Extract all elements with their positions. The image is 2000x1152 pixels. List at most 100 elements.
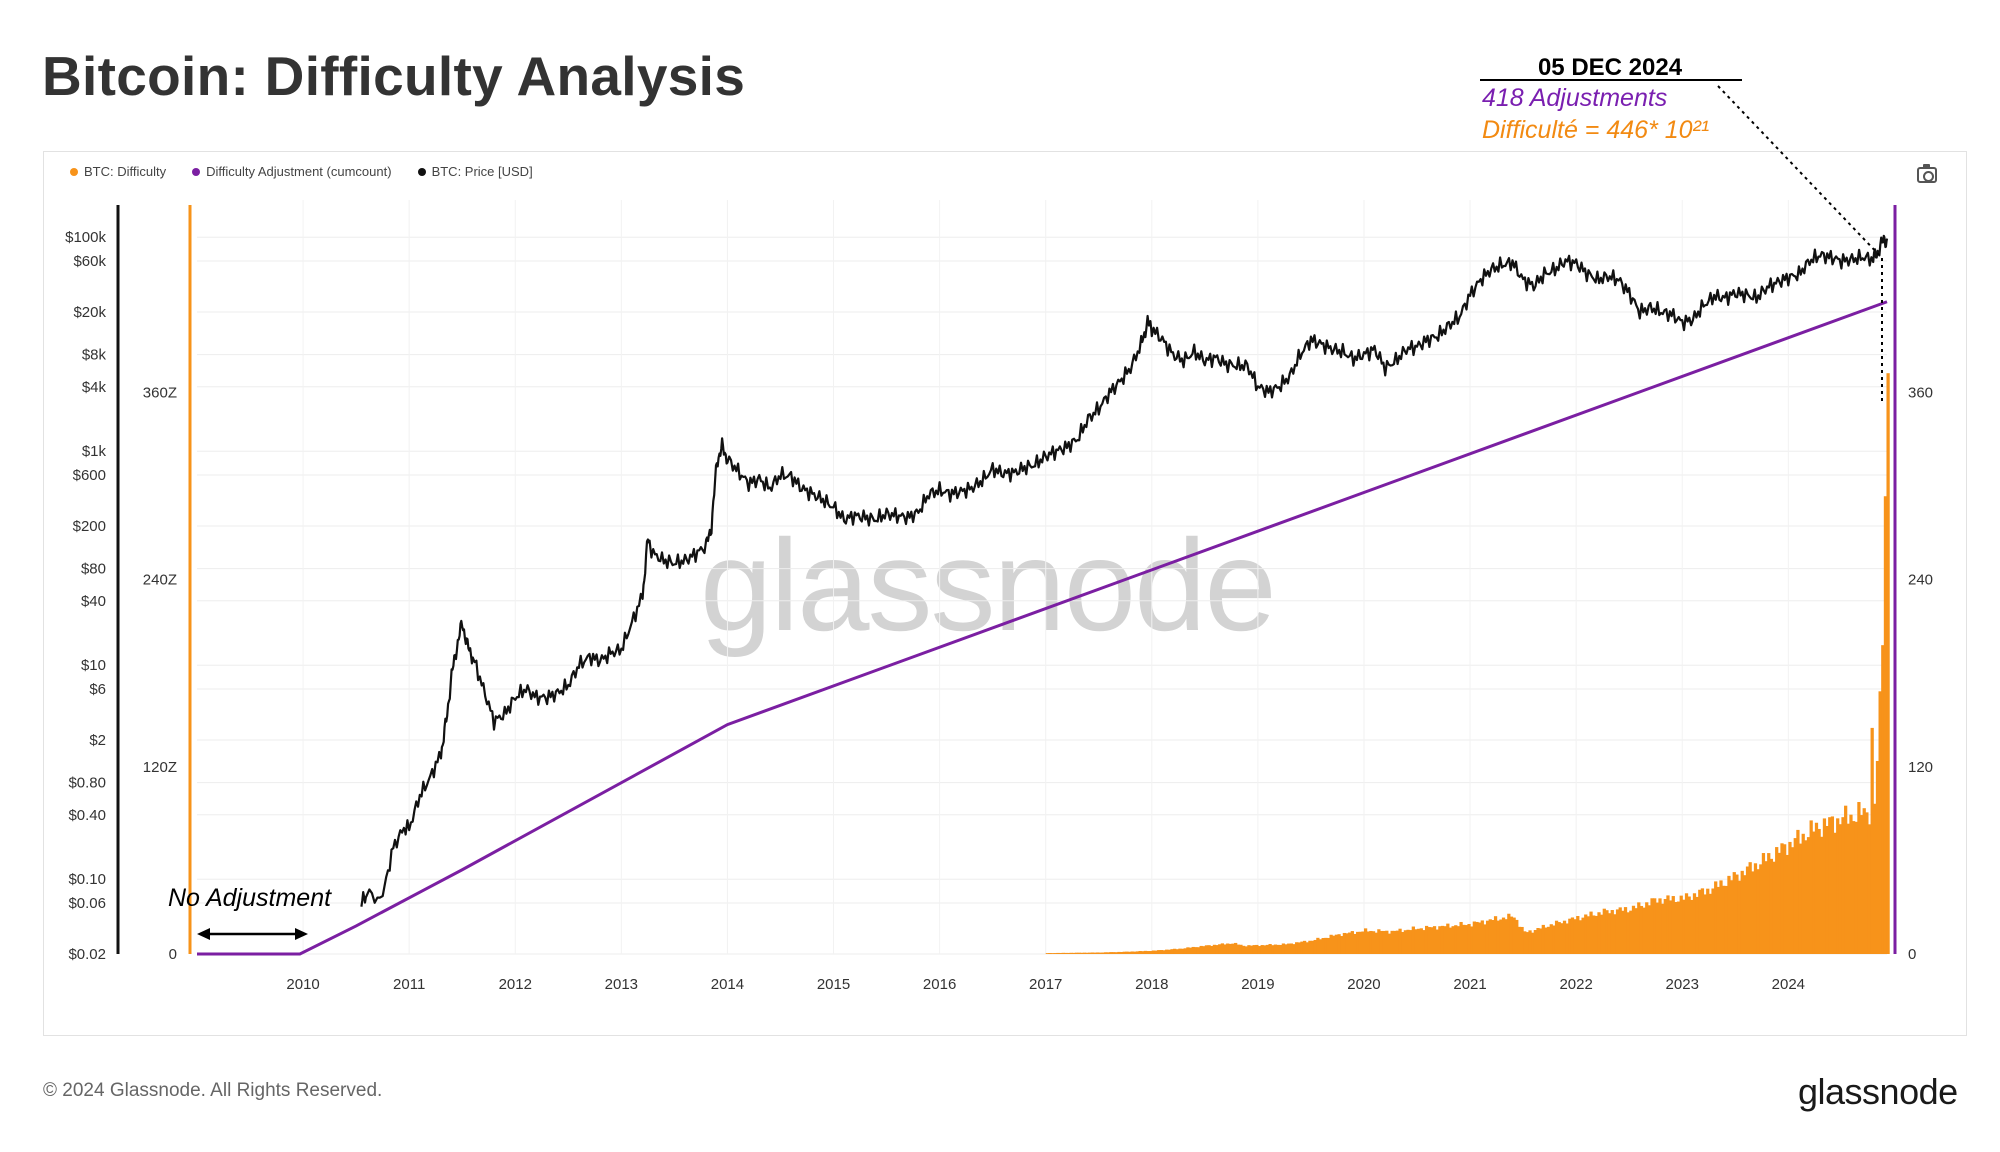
x-tick-label: 2010 — [286, 976, 319, 993]
x-tick-label: 2021 — [1453, 976, 1486, 993]
difficulty-bar — [1058, 952, 1063, 954]
difficulty-bar — [1186, 947, 1190, 954]
difficulty-bar — [1698, 889, 1702, 954]
annotation-difficulty: Difficulté = 446* 10²¹ — [1482, 116, 1710, 144]
difficulty-bar — [1483, 924, 1487, 954]
difficulty-bar — [1645, 902, 1649, 954]
difficulty-bar — [1642, 907, 1646, 954]
difficulty-bar — [1106, 952, 1110, 954]
difficulty-bar — [1849, 814, 1853, 954]
difficulty-bar — [1549, 924, 1553, 954]
legend-label-price: BTC: Price [USD] — [431, 164, 533, 179]
difficulty-bar — [1719, 880, 1723, 954]
difficulty-bar — [1363, 928, 1368, 954]
difficulty-bar — [1234, 942, 1238, 954]
difficulty-bar — [1576, 916, 1580, 954]
difficulty-bar — [1493, 916, 1498, 954]
difficulty-bar — [1271, 945, 1275, 954]
difficulty-bar — [1857, 802, 1861, 954]
difficulty-bar — [1180, 948, 1185, 954]
difficulty-bar — [1528, 930, 1532, 954]
difficulty-bar — [1154, 950, 1158, 954]
difficulty-bar — [1406, 929, 1410, 954]
legend-item-difficulty[interactable]: BTC: Difficulty — [70, 164, 166, 179]
difficulty-bar — [1295, 942, 1299, 954]
watermark: glassnode — [700, 512, 1277, 658]
chart-grid — [197, 200, 1887, 955]
difficulty-bar — [1496, 920, 1500, 954]
difficulty-bar — [1385, 930, 1389, 954]
difficulty-bar — [1541, 924, 1545, 954]
adjustment-tick-label: 360 — [1908, 384, 1933, 401]
difficulty-bar — [1329, 934, 1333, 954]
difficulty-bar — [1446, 923, 1450, 954]
difficulty-bar — [1297, 942, 1301, 954]
difficulty-bar — [1088, 952, 1092, 954]
difficulty-bar — [1589, 911, 1593, 954]
difficulty-bar — [1048, 953, 1052, 954]
difficulty-bar — [1676, 901, 1681, 954]
difficulty-bar — [1456, 926, 1461, 954]
difficulty-bar — [1178, 948, 1182, 954]
difficulty-bar — [1334, 934, 1339, 954]
difficulty-bar — [1135, 951, 1140, 954]
difficulty-bar — [1761, 853, 1766, 954]
difficulty-bar — [1122, 951, 1126, 954]
difficulty-bar — [1424, 925, 1429, 954]
legend-item-adjustment[interactable]: Difficulty Adjustment (cumcount) — [192, 164, 392, 179]
price-tick-label: $100k — [65, 229, 106, 246]
difficulty-bar — [1462, 924, 1466, 954]
adjustment-tick-label: 240 — [1908, 572, 1933, 589]
difficulty-bar — [1836, 818, 1840, 954]
difficulty-bar — [1658, 898, 1662, 954]
difficulty-bar — [1775, 847, 1779, 954]
difficulty-bar — [1167, 949, 1171, 954]
difficulty-bar — [1777, 852, 1781, 954]
difficulty-bar — [1321, 938, 1325, 954]
difficulty-bar — [1377, 929, 1381, 954]
difficulty-tick-label: 120Z — [143, 759, 177, 776]
x-tick-label: 2012 — [499, 976, 532, 993]
difficulty-bar — [1668, 900, 1673, 954]
difficulty-bar — [1751, 871, 1755, 954]
difficulty-bar — [1228, 943, 1232, 954]
difficulty-bar — [1332, 935, 1336, 954]
difficulty-bar — [1300, 941, 1304, 954]
difficulty-bar — [1578, 920, 1583, 954]
difficulty-bar — [1101, 952, 1105, 954]
difficulty-bar — [1143, 950, 1148, 954]
chart-frame — [43, 151, 1967, 1036]
difficulty-bar — [1557, 922, 1561, 954]
difficulty-bar — [1175, 949, 1179, 954]
difficulty-bar — [1159, 950, 1164, 954]
difficulty-bar — [1607, 913, 1612, 954]
difficulty-bar — [1679, 895, 1683, 954]
difficulty-bar — [1074, 952, 1079, 954]
x-tick-label: 2013 — [605, 976, 638, 993]
price-tick-label: $0.06 — [68, 895, 106, 912]
camera-icon[interactable] — [1917, 164, 1937, 183]
adjustment-line — [197, 300, 1888, 956]
difficulty-bar — [1284, 944, 1288, 954]
difficulty-bar — [1313, 939, 1317, 954]
difficulty-bar — [1692, 893, 1697, 954]
difficulty-bar — [1409, 930, 1413, 954]
difficulty-bar — [1480, 920, 1484, 954]
difficulty-bar — [1703, 894, 1707, 954]
difficulty-bar — [1562, 920, 1567, 954]
difficulty-bar — [1727, 875, 1731, 954]
difficulty-tick-label: 360Z — [143, 384, 177, 401]
difficulty-bar — [1488, 919, 1492, 954]
difficulty-bar — [1653, 898, 1657, 954]
x-tick-label: 2017 — [1029, 976, 1062, 993]
difficulty-bar — [1626, 912, 1630, 954]
difficulty-bar — [1615, 909, 1620, 954]
difficulty-bar — [1859, 815, 1864, 954]
legend-item-price[interactable]: BTC: Price [USD] — [417, 164, 533, 179]
difficulty-bar — [1273, 944, 1278, 954]
difficulty-bar — [1247, 945, 1251, 954]
difficulty-bar — [1820, 836, 1824, 954]
price-tick-label: $200 — [73, 518, 106, 535]
difficulty-bars — [1045, 373, 1890, 954]
